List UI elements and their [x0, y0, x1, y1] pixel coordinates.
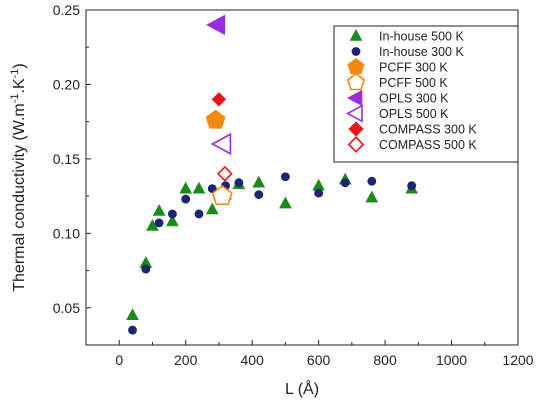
data-point — [205, 109, 226, 129]
data-point — [181, 194, 191, 204]
legend-label: In-house 500 K — [379, 30, 464, 44]
y-axis-label-part: -1 — [9, 69, 21, 79]
y-tick-label: 0.05 — [53, 300, 80, 316]
legend-marker — [345, 104, 363, 123]
data-point — [211, 92, 227, 107]
y-tick-label: 0.25 — [53, 2, 80, 18]
data-point — [367, 176, 377, 186]
data-point — [205, 202, 219, 215]
data-point — [154, 218, 164, 228]
legend-label: PCFF 300 K — [379, 61, 448, 75]
data-point — [126, 308, 139, 321]
data-point — [194, 209, 204, 219]
x-tick-label: 400 — [240, 352, 264, 368]
data-point — [312, 178, 325, 191]
data-point — [234, 178, 244, 188]
data-point — [167, 209, 177, 219]
y-tick-label: 0.20 — [53, 76, 80, 92]
data-point — [314, 188, 324, 198]
data-point — [152, 204, 166, 216]
data-point — [340, 178, 350, 188]
x-tick-label: 800 — [373, 352, 397, 368]
data-point — [211, 185, 233, 206]
data-point — [365, 190, 379, 203]
data-point — [128, 325, 137, 335]
legend-marker — [346, 89, 363, 107]
y-axis-label-part: -1 — [9, 93, 21, 103]
legend-box — [333, 25, 519, 163]
data-point — [206, 14, 226, 36]
data-point — [179, 181, 193, 194]
data-point — [407, 181, 417, 191]
y-tick-label: 0.15 — [53, 151, 80, 167]
data-point — [141, 264, 151, 274]
y-tick-label: 0.10 — [53, 225, 80, 241]
data-point — [210, 132, 232, 156]
data-point — [192, 181, 206, 194]
legend-marker — [351, 47, 361, 56]
legend-label: In-house 300 K — [379, 45, 464, 59]
legend-marker — [349, 29, 363, 41]
x-axis-label: L (Å) — [285, 379, 319, 398]
legend-marker — [347, 136, 365, 153]
legend-label: COMPASS 300 K — [379, 123, 477, 137]
y-axis-label-part: .K — [11, 78, 28, 93]
y-axis-label: Thermal conductivity (W.m-1.K-1) — [9, 63, 28, 292]
data-point — [216, 165, 233, 182]
x-tick-label: 600 — [307, 352, 331, 368]
legend-label: OPLS 500 K — [379, 107, 449, 121]
legend-label: COMPASS 500 K — [379, 138, 477, 152]
y-axis-label-part: Thermal conductivity (W.m — [11, 103, 28, 291]
legend-label: OPLS 300 K — [379, 92, 449, 106]
x-tick-label: 1000 — [436, 352, 467, 368]
y-axis-label-part: ) — [11, 63, 28, 68]
data-point — [254, 190, 264, 200]
x-tick-label: 0 — [115, 352, 123, 368]
data-point — [252, 175, 266, 188]
data-point — [279, 196, 292, 209]
data-point — [166, 214, 179, 227]
x-tick-label: 200 — [174, 352, 198, 368]
legend-label: PCFF 500 K — [379, 76, 448, 90]
data-point — [280, 172, 290, 182]
plot-frame — [85, 9, 519, 346]
legend-marker — [346, 72, 366, 91]
x-tick-label: 1200 — [502, 352, 533, 368]
